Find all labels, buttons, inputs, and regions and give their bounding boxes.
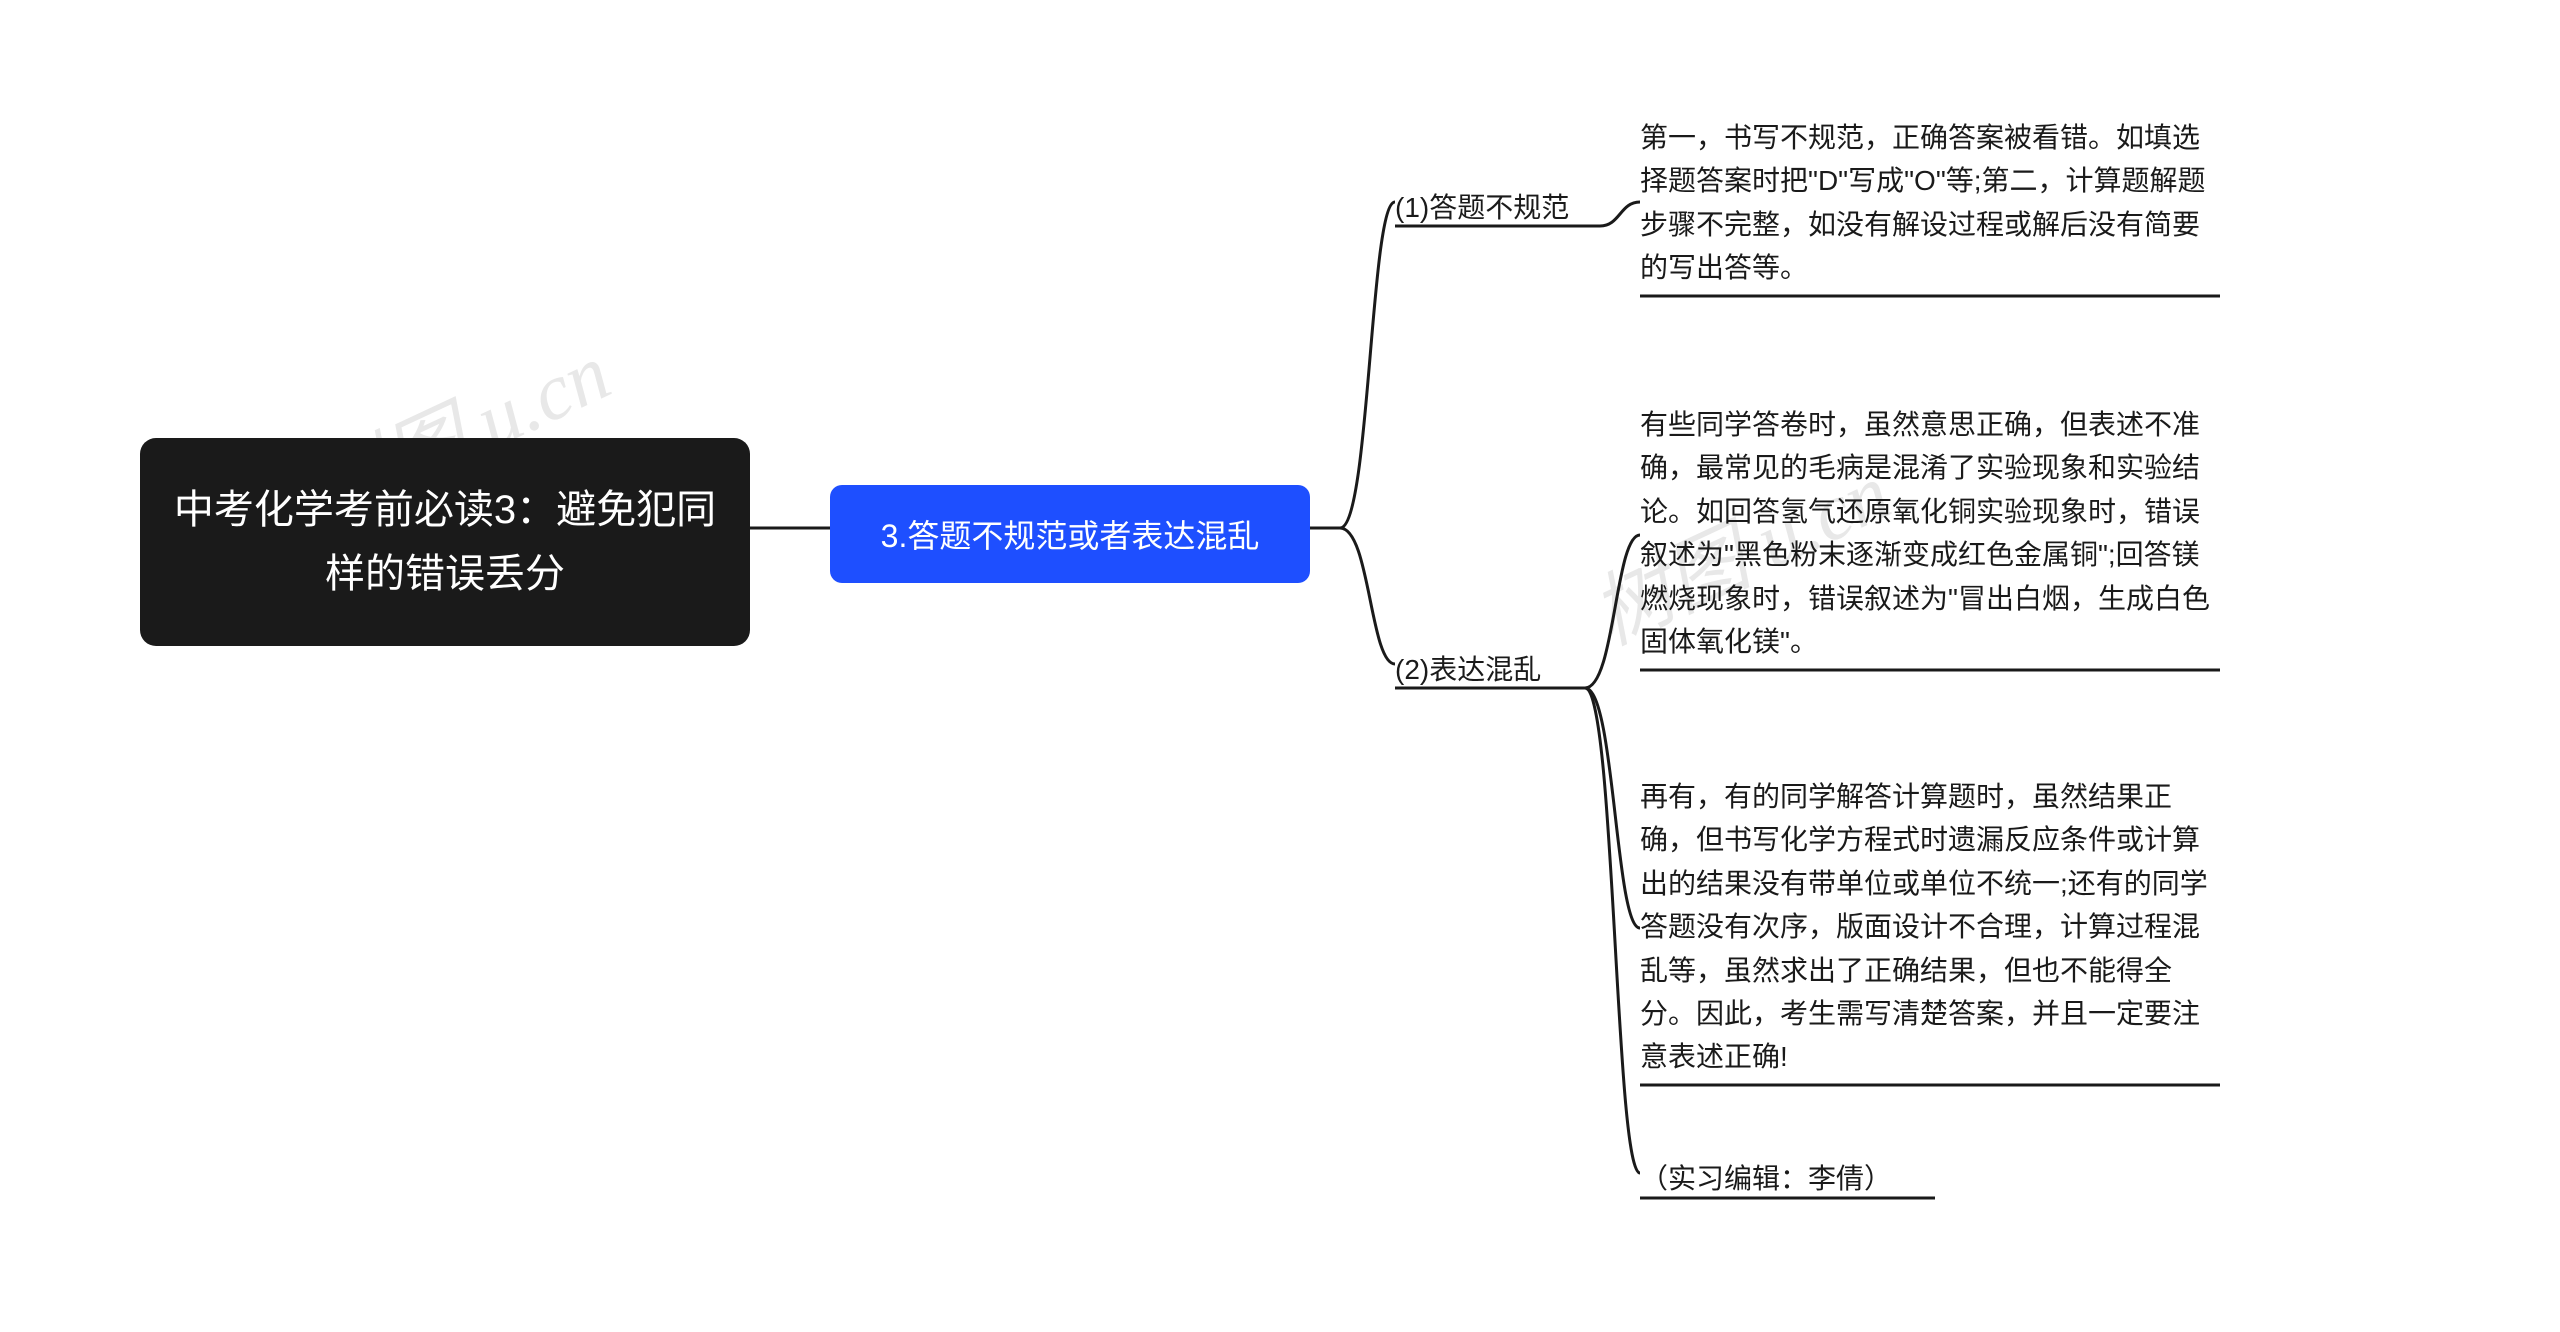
leaf-node[interactable]: 再有，有的同学解答计算题时，虽然结果正确，但书写化学方程式时遗漏反应条件或计算出…	[1640, 775, 2210, 1079]
leaf-node[interactable]: 第一，书写不规范，正确答案被看错。如填选择题答案时把"D"写成"O"等;第二，计…	[1640, 116, 2210, 290]
leaf-node[interactable]: （实习编辑：李倩）	[1640, 1157, 2210, 1200]
root-node[interactable]: 中考化学考前必读3：避免犯同样的错误丢分	[140, 438, 750, 646]
mindmap-container: 中考化学考前必读3：避免犯同样的错误丢分 3.答题不规范或者表达混乱 (1)答题…	[0, 0, 2560, 1332]
leaf-node[interactable]: 有些同学答卷时，虽然意思正确，但表述不准确，最常见的毛病是混淆了实验现象和实验结…	[1640, 403, 2210, 663]
level1-node[interactable]: 3.答题不规范或者表达混乱	[830, 485, 1310, 583]
level2-node-a[interactable]: (1)答题不规范	[1395, 186, 1569, 226]
level2-node-b[interactable]: (2)表达混乱	[1395, 648, 1541, 688]
